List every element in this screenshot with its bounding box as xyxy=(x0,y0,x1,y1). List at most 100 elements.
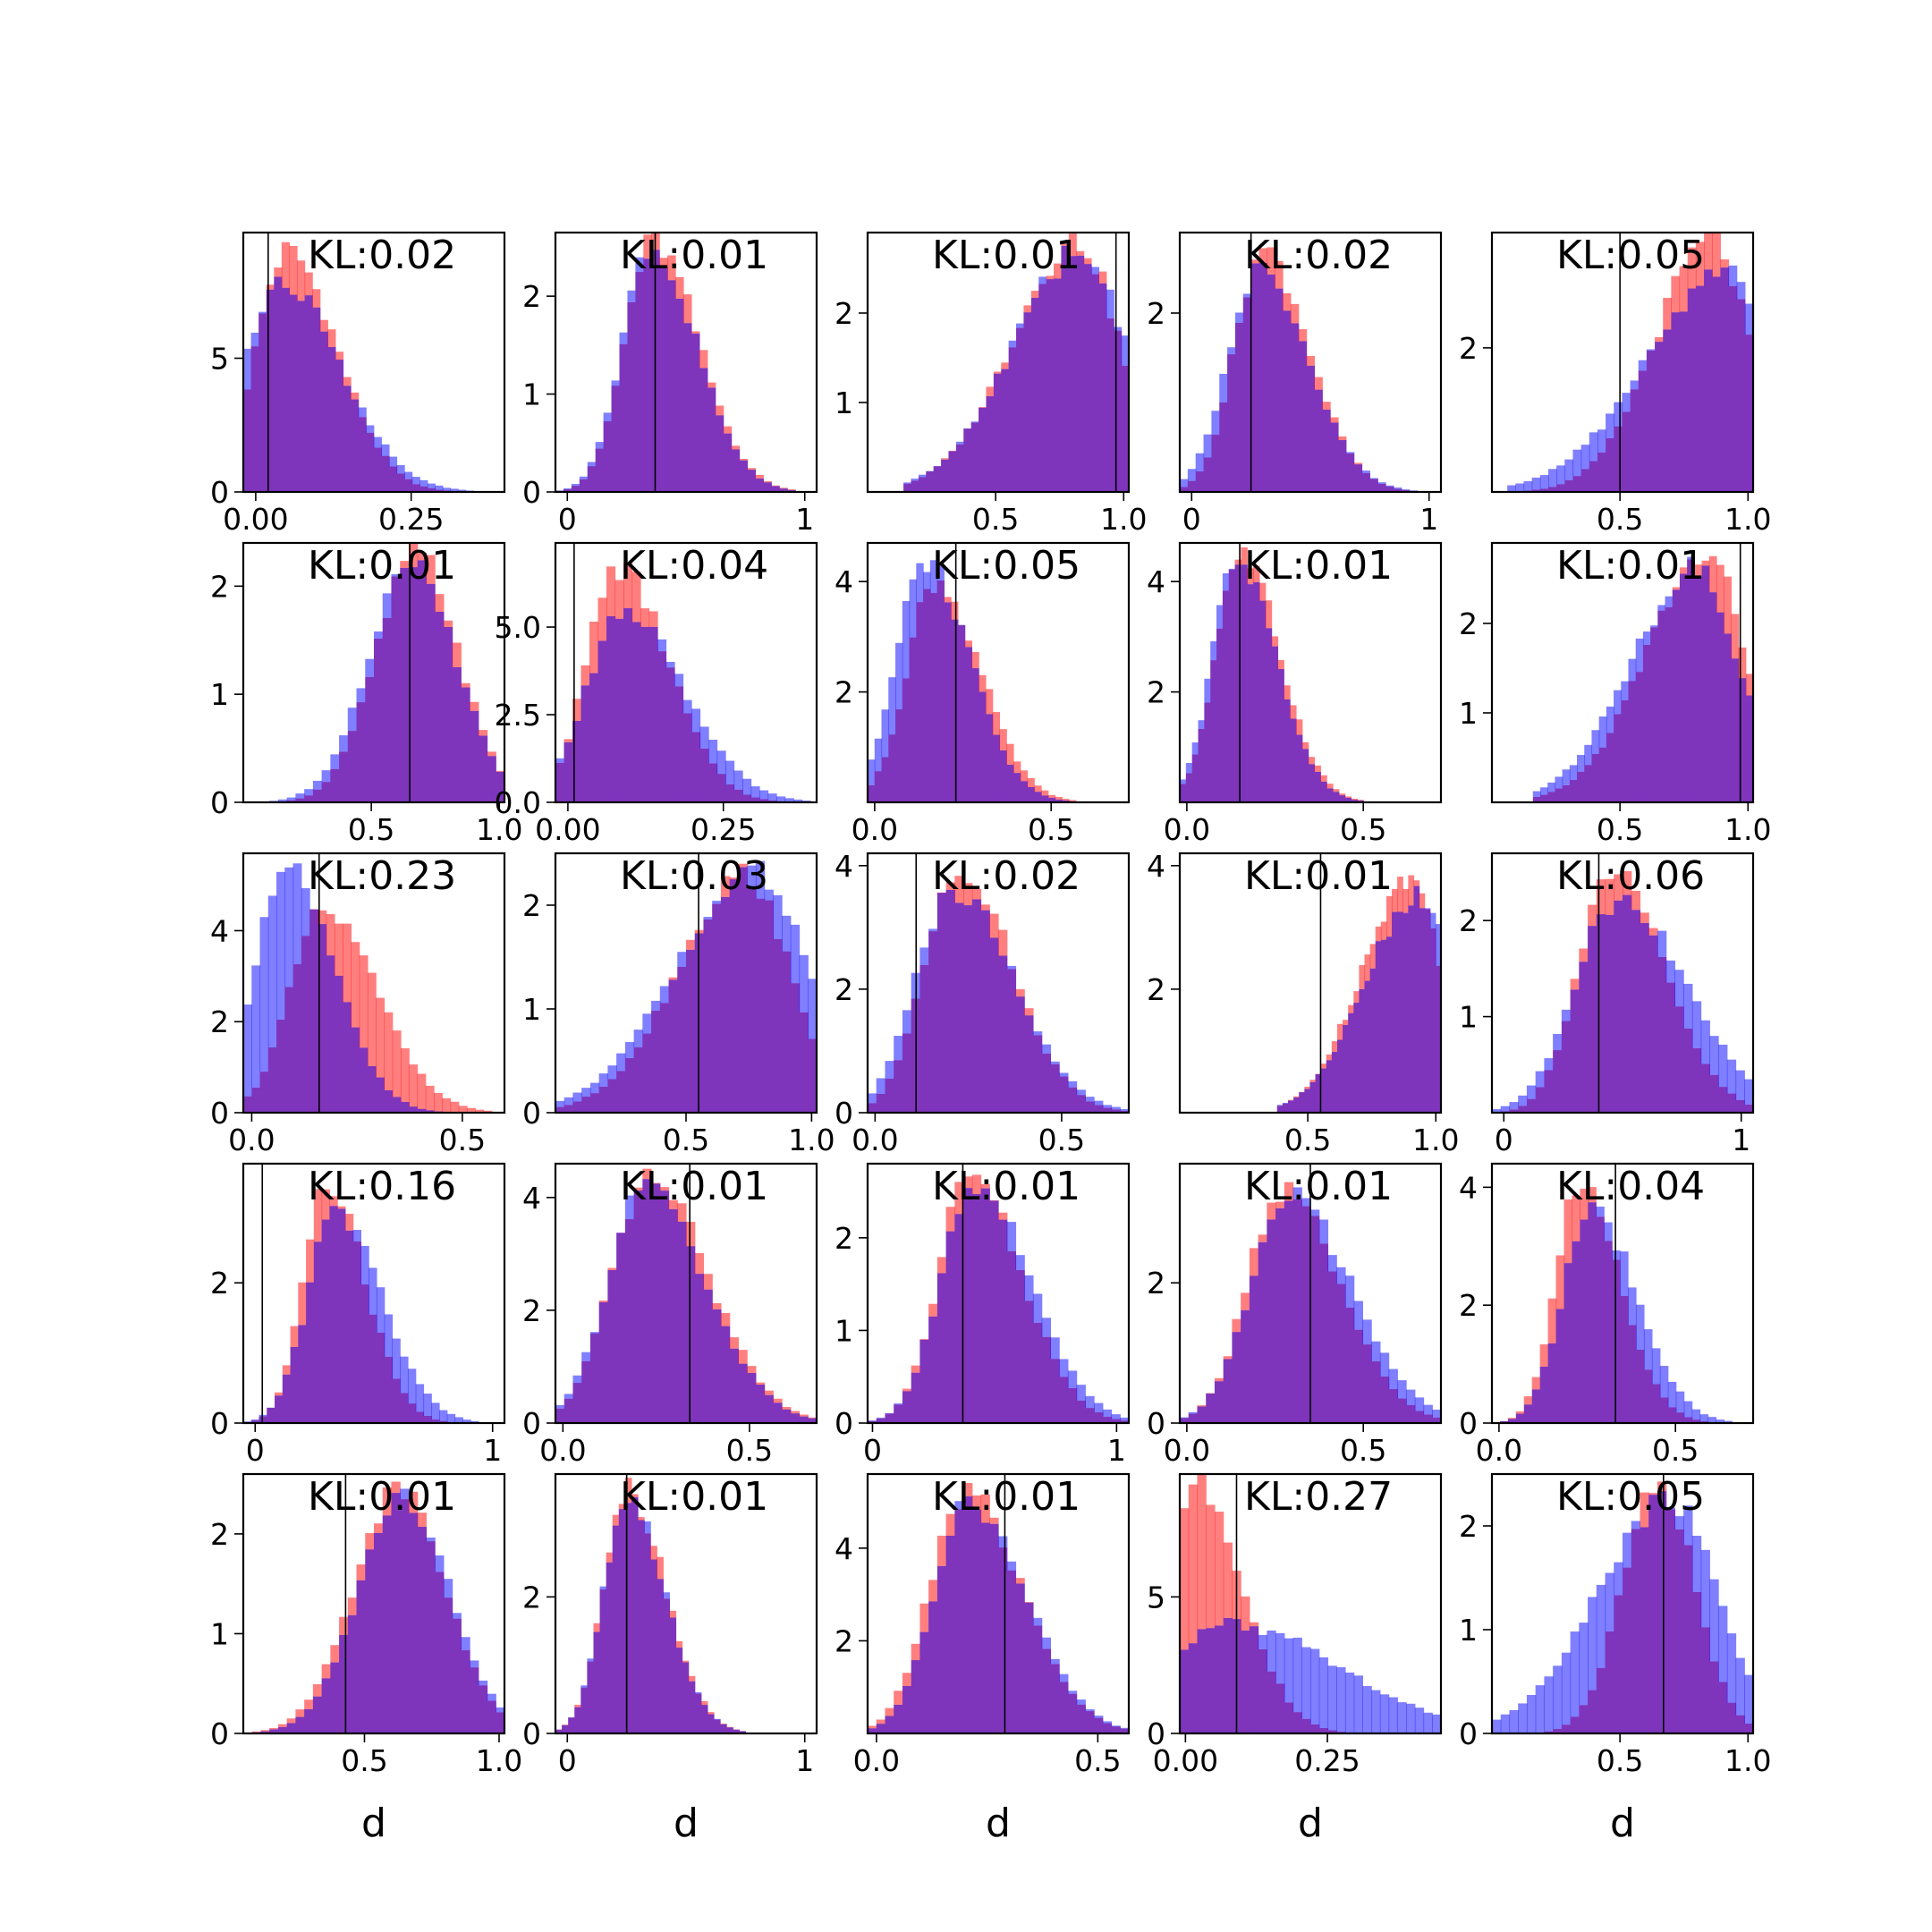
bar-overlap xyxy=(359,1047,369,1113)
bar-red xyxy=(651,1182,661,1184)
bar-overlap xyxy=(266,289,275,492)
bar-overlap xyxy=(564,1105,574,1113)
bar-blue xyxy=(1683,1505,1693,1546)
bar-overlap xyxy=(612,1525,620,1733)
bar-overlap xyxy=(1345,453,1355,492)
bar-overlap xyxy=(304,795,314,802)
panel-4-1: KL:0.160 102 xyxy=(210,1162,506,1468)
bar-red xyxy=(1015,988,1025,997)
bar-red xyxy=(266,284,275,290)
bar-red xyxy=(1247,568,1254,585)
bar-overlap xyxy=(868,1420,877,1423)
bar-red xyxy=(1197,1474,1207,1630)
bar-red xyxy=(1308,757,1316,765)
bar-overlap xyxy=(624,1057,635,1113)
x-tick-label: 0.5 xyxy=(1038,1123,1085,1157)
bar-blue xyxy=(555,1100,565,1107)
bar-overlap xyxy=(1359,988,1366,1113)
bar-red xyxy=(787,489,796,490)
bar-blue xyxy=(1638,360,1648,371)
bar-overlap xyxy=(1570,989,1580,1113)
bar-blue xyxy=(277,799,288,801)
bar-overlap xyxy=(631,1496,639,1733)
bar-overlap xyxy=(304,295,313,492)
bar-overlap xyxy=(782,951,792,1113)
bar-red xyxy=(682,1660,690,1663)
bar-overlap xyxy=(668,979,678,1113)
bar-overlap xyxy=(755,1385,766,1423)
axes-frame xyxy=(866,1472,1131,1735)
bar-overlap xyxy=(928,931,938,1113)
bar-red xyxy=(1054,263,1063,279)
bar-overlap xyxy=(700,1705,708,1733)
bar-red xyxy=(911,1365,920,1373)
bar-overlap xyxy=(259,1072,269,1113)
bar-overlap xyxy=(1227,354,1236,492)
bar-overlap xyxy=(1006,764,1014,802)
bar-red xyxy=(928,1580,938,1602)
bar-overlap xyxy=(289,294,298,492)
bar-overlap xyxy=(729,1348,739,1423)
bar-overlap xyxy=(1362,1344,1372,1423)
bar-overlap xyxy=(799,1012,809,1113)
bar-blue xyxy=(1406,1703,1416,1733)
bar-overlap xyxy=(284,987,294,1113)
bar-overlap xyxy=(720,896,731,1113)
bar-blue xyxy=(1284,1638,1294,1703)
bar-red xyxy=(1241,1292,1250,1310)
bar-red xyxy=(691,331,700,334)
bar-blue xyxy=(1667,1381,1677,1408)
bar-red xyxy=(1013,761,1021,774)
x-tick-label: 0.25 xyxy=(378,502,444,537)
bar-blue xyxy=(716,750,726,775)
bar-overlap xyxy=(1691,1419,1701,1423)
bar-red xyxy=(589,621,599,674)
bar-overlap xyxy=(799,1416,809,1423)
y-tick-label: 5.0 xyxy=(495,610,541,645)
bar-red xyxy=(1397,877,1403,912)
bar-red xyxy=(304,272,313,296)
bar-red xyxy=(1596,879,1606,915)
bar-red xyxy=(954,1182,964,1215)
bar-blue xyxy=(1379,1694,1390,1733)
y-tick-label: 2 xyxy=(1459,1509,1478,1544)
bar-overlap xyxy=(1061,245,1070,492)
bar-red xyxy=(1214,1512,1224,1626)
bar-overlap xyxy=(876,1093,886,1113)
bar-overlap xyxy=(936,1273,947,1423)
bar-red xyxy=(347,1597,358,1615)
panel-2-3: KL:0.050.0 0.524 xyxy=(835,541,1131,847)
bar-blue xyxy=(284,867,294,987)
bar-red xyxy=(764,1390,774,1395)
bar-red xyxy=(699,350,708,369)
bar-red xyxy=(902,1388,912,1392)
bar-blue xyxy=(1388,1368,1398,1390)
axes-frame xyxy=(866,231,1131,494)
bar-overlap xyxy=(998,1219,1008,1423)
bar-blue xyxy=(1344,1275,1355,1308)
bar-overlap xyxy=(1628,681,1637,802)
bar-red xyxy=(1640,912,1649,923)
bar-overlap xyxy=(1596,1667,1606,1733)
y-tick-label: 0 xyxy=(522,1096,541,1131)
bar-overlap xyxy=(312,789,323,802)
bar-red xyxy=(281,242,291,288)
bar-overlap xyxy=(312,307,321,492)
bar-overlap xyxy=(1271,646,1279,802)
bar-red xyxy=(1605,878,1614,915)
bar-overlap xyxy=(876,1724,886,1733)
bar-red xyxy=(686,1222,696,1247)
bar-overlap xyxy=(955,444,964,492)
bar-overlap xyxy=(755,479,764,492)
bar-overlap xyxy=(663,1598,671,1733)
bar-overlap xyxy=(742,794,752,802)
bar-blue xyxy=(1532,791,1541,797)
bar-blue xyxy=(1553,1033,1563,1051)
bar-overlap xyxy=(1614,426,1623,492)
bar-overlap xyxy=(581,1360,591,1423)
bar-blue xyxy=(1102,1409,1113,1417)
y-tick-label: 2 xyxy=(522,279,541,314)
bar-blue xyxy=(392,1338,401,1379)
bar-blue xyxy=(755,860,766,899)
